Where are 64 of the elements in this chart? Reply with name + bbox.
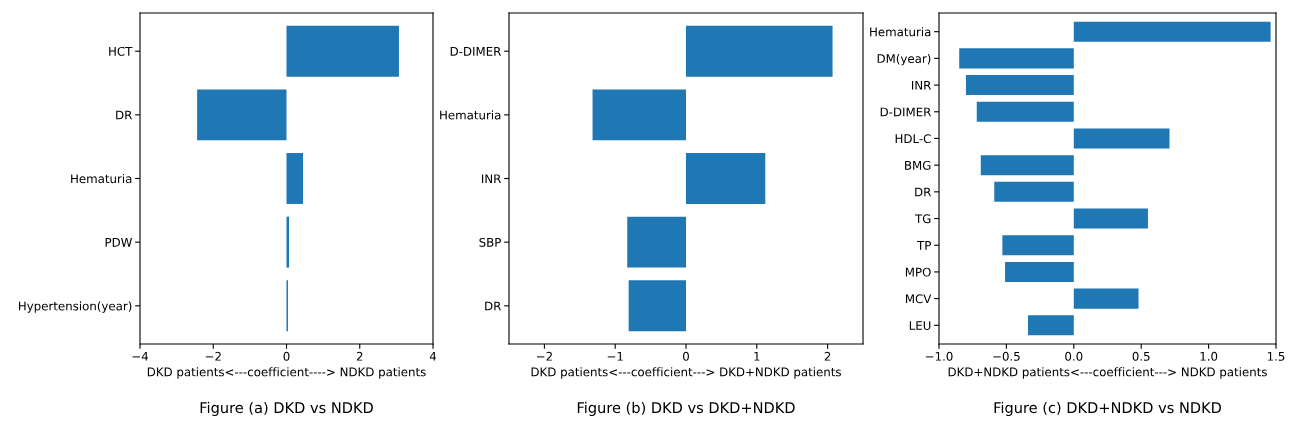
bar: [1073, 288, 1139, 309]
x-tick-label: 0.0: [1065, 351, 1083, 361]
y-tick-label: HDL-C: [895, 134, 931, 144]
bar: [1073, 21, 1271, 42]
y-tick-label: Hematuria: [71, 174, 132, 184]
y-tick-label: PDW: [105, 238, 132, 247]
bar: [627, 216, 686, 268]
bar: [976, 101, 1074, 122]
bar: [628, 280, 686, 332]
bar: [197, 89, 287, 141]
x-tick-label: −0.5: [993, 351, 1020, 361]
x-tick-label: −4: [132, 352, 149, 361]
y-tick-label: Hematuria: [870, 27, 931, 37]
bar: [1005, 261, 1074, 282]
bar: [959, 48, 1074, 69]
y-tick-label: DR: [915, 187, 932, 197]
bar: [1073, 128, 1170, 149]
x-tick-label: 1.0: [1200, 351, 1218, 361]
bar: [286, 153, 303, 204]
y-tick-label: INR: [912, 80, 932, 90]
x-tick-label: −2: [536, 351, 552, 361]
bar: [965, 75, 1074, 96]
text: Figure (b) DKD vs DKD+NDKD: [577, 401, 795, 416]
text: Figure (c) DKD+NDKD vs NDKD: [994, 401, 1222, 416]
y-tick-label: HCT: [109, 46, 133, 56]
x-tick-label: 0: [283, 351, 290, 361]
y-tick-label: Hypertension(year): [18, 301, 132, 313]
y-tick-label: TP: [917, 241, 931, 250]
x-tick-label: 2: [824, 351, 831, 361]
x-tick-label: 0: [683, 351, 689, 361]
y-tick-label: MCV: [906, 294, 932, 304]
bar: [286, 25, 399, 77]
text: Figure (a) DKD vs NDKD: [200, 401, 373, 416]
y-tick-label: DR: [485, 301, 502, 311]
bar: [1027, 315, 1074, 336]
x-axis-title: DKD+NDKD patients<---coefficient---> NDKD patients: [948, 367, 1267, 379]
bar: [994, 181, 1074, 202]
x-tick-label: −2: [205, 351, 221, 361]
y-tick-label: BMG: [905, 160, 931, 170]
x-tick-label: −1: [607, 352, 623, 361]
x-axis-title: DKD patients<---coefficient----> NDKD patients: [147, 367, 426, 379]
x-tick-label: 1.5: [1267, 352, 1285, 361]
bar: [980, 155, 1074, 176]
x-tick-label: 0.5: [1132, 351, 1150, 361]
y-tick-label: D-DIMER: [450, 47, 502, 56]
x-tick-label: 1: [754, 352, 760, 361]
y-tick-label: LEU: [909, 321, 931, 330]
y-tick-label: DR: [116, 110, 133, 120]
y-tick-label: INR: [482, 174, 502, 183]
bar: [686, 153, 766, 204]
y-tick-label: TG: [914, 214, 931, 224]
x-axis-title: DKD patients<---coefficient---> DKD+NDKD patients: [531, 367, 841, 379]
y-tick-label: D-DIMER: [880, 107, 932, 117]
x-tick-label: 2: [356, 351, 363, 361]
x-tick-label: −1.0: [925, 351, 953, 361]
y-tick-label: SBP: [479, 237, 501, 247]
y-tick-label: DM(year): [877, 53, 931, 66]
bar: [686, 25, 833, 77]
x-tick-label: 4: [429, 352, 437, 361]
bar: [1073, 208, 1148, 229]
bar: [1002, 235, 1074, 256]
bar: [592, 89, 686, 141]
y-tick-label: MPO: [905, 267, 931, 277]
y-tick-label: Hematuria: [440, 110, 501, 120]
